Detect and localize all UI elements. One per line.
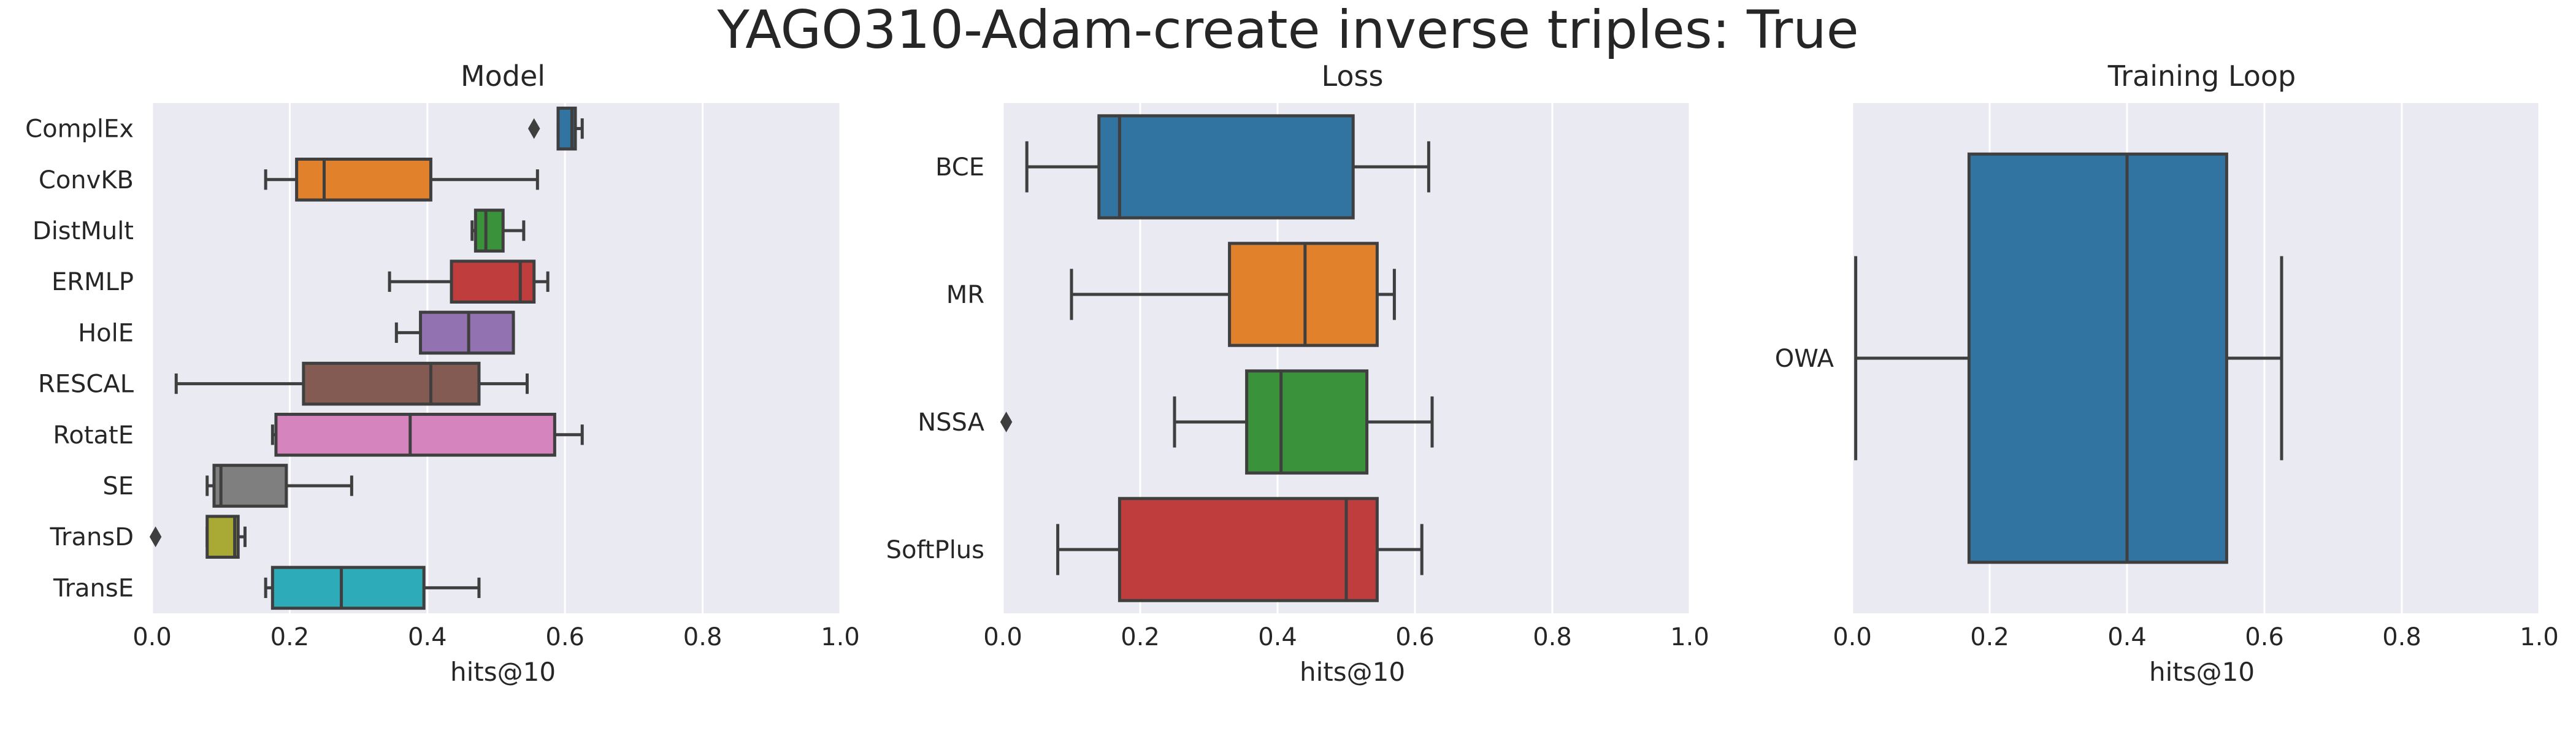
box-nssa: [1245, 369, 1369, 475]
category-label-ermlp: ERMLP: [52, 268, 134, 296]
loss-boxplot-panel: Loss hits@10 0.0 0.2 0.4 0.6 0.8 1.0 BCE MR NSSA…: [886, 59, 1709, 687]
training-loop-boxplot-panel: Training Loop hits@10 0.0 0.2 0.4 0.6 0.8 1.0…: [1775, 59, 2559, 687]
box-convkb: [295, 158, 432, 202]
category-label-complex: ComplEx: [25, 115, 134, 144]
x-tick-label: 1.0: [1670, 623, 1709, 651]
model-boxplot-panel: Model hits@10 0.0 0.2 0.4 0.6 0.8 1.0 ComplEx C…: [25, 59, 860, 687]
category-label-transe: TransE: [53, 574, 134, 602]
x-tick-label: 0.2: [1970, 623, 2009, 651]
x-tick-label: 0.6: [2245, 623, 2284, 651]
outlier-marker-complex: [527, 118, 540, 139]
x-tick-label: 0.2: [1121, 623, 1160, 651]
x-tick-label: 0.0: [1833, 623, 1872, 651]
category-label-softplus: SoftPlus: [886, 536, 984, 564]
x-tick-label: 0.0: [132, 623, 172, 651]
category-label-transd: TransD: [49, 523, 134, 551]
category-label-rescal: RESCAL: [38, 370, 134, 399]
box-mr: [1228, 242, 1379, 347]
category-label-rotate: RotatE: [53, 421, 134, 450]
model-panel-title: Model: [461, 59, 545, 93]
category-label-hole: HolE: [78, 319, 134, 347]
model-x-axis-label: hits@10: [450, 657, 556, 687]
category-label-bce: BCE: [935, 153, 984, 182]
outlier-marker-nssa: [1000, 412, 1013, 432]
x-tick-label: 0.4: [2107, 623, 2147, 651]
category-label-nssa: NSSA: [918, 408, 984, 437]
box-rotate: [274, 413, 556, 457]
box-transd: [205, 515, 240, 559]
x-tick-label: 0.8: [683, 623, 723, 651]
box-owa: [1967, 152, 2228, 564]
loss-x-axis-label: hits@10: [1300, 657, 1405, 687]
figure-suptitle: YAGO310-Adam-create inverse triples: Tru…: [716, 0, 1858, 61]
box-softplus: [1117, 497, 1379, 602]
box-hole: [419, 310, 515, 355]
box-distmult: [473, 209, 505, 253]
x-tick-label: 0.6: [1395, 623, 1435, 651]
outlier-marker-transd: [149, 526, 162, 548]
box-se: [212, 464, 288, 508]
x-tick-label: 0.4: [408, 623, 447, 651]
category-label-distmult: DistMult: [33, 217, 134, 245]
category-label-owa: OWA: [1775, 345, 1834, 373]
x-tick-label: 1.0: [821, 623, 860, 651]
x-tick-label: 0.8: [1533, 623, 1572, 651]
x-tick-label: 0.2: [270, 623, 310, 651]
training-loop-panel-title: Training Loop: [2107, 59, 2296, 93]
x-tick-label: 0.0: [983, 623, 1022, 651]
category-label-se: SE: [102, 472, 134, 500]
training-loop-x-axis-label: hits@10: [2149, 657, 2255, 687]
category-label-convkb: ConvKB: [39, 166, 134, 194]
x-tick-label: 1.0: [2520, 623, 2559, 651]
box-rescal: [302, 361, 481, 406]
x-tick-label: 0.4: [1258, 623, 1297, 651]
box-bce: [1097, 114, 1355, 220]
category-label-mr: MR: [946, 281, 984, 309]
x-tick-label: 0.8: [2382, 623, 2421, 651]
box-transe: [270, 565, 426, 610]
loss-panel-title: Loss: [1322, 59, 1384, 93]
x-tick-label: 0.6: [545, 623, 585, 651]
